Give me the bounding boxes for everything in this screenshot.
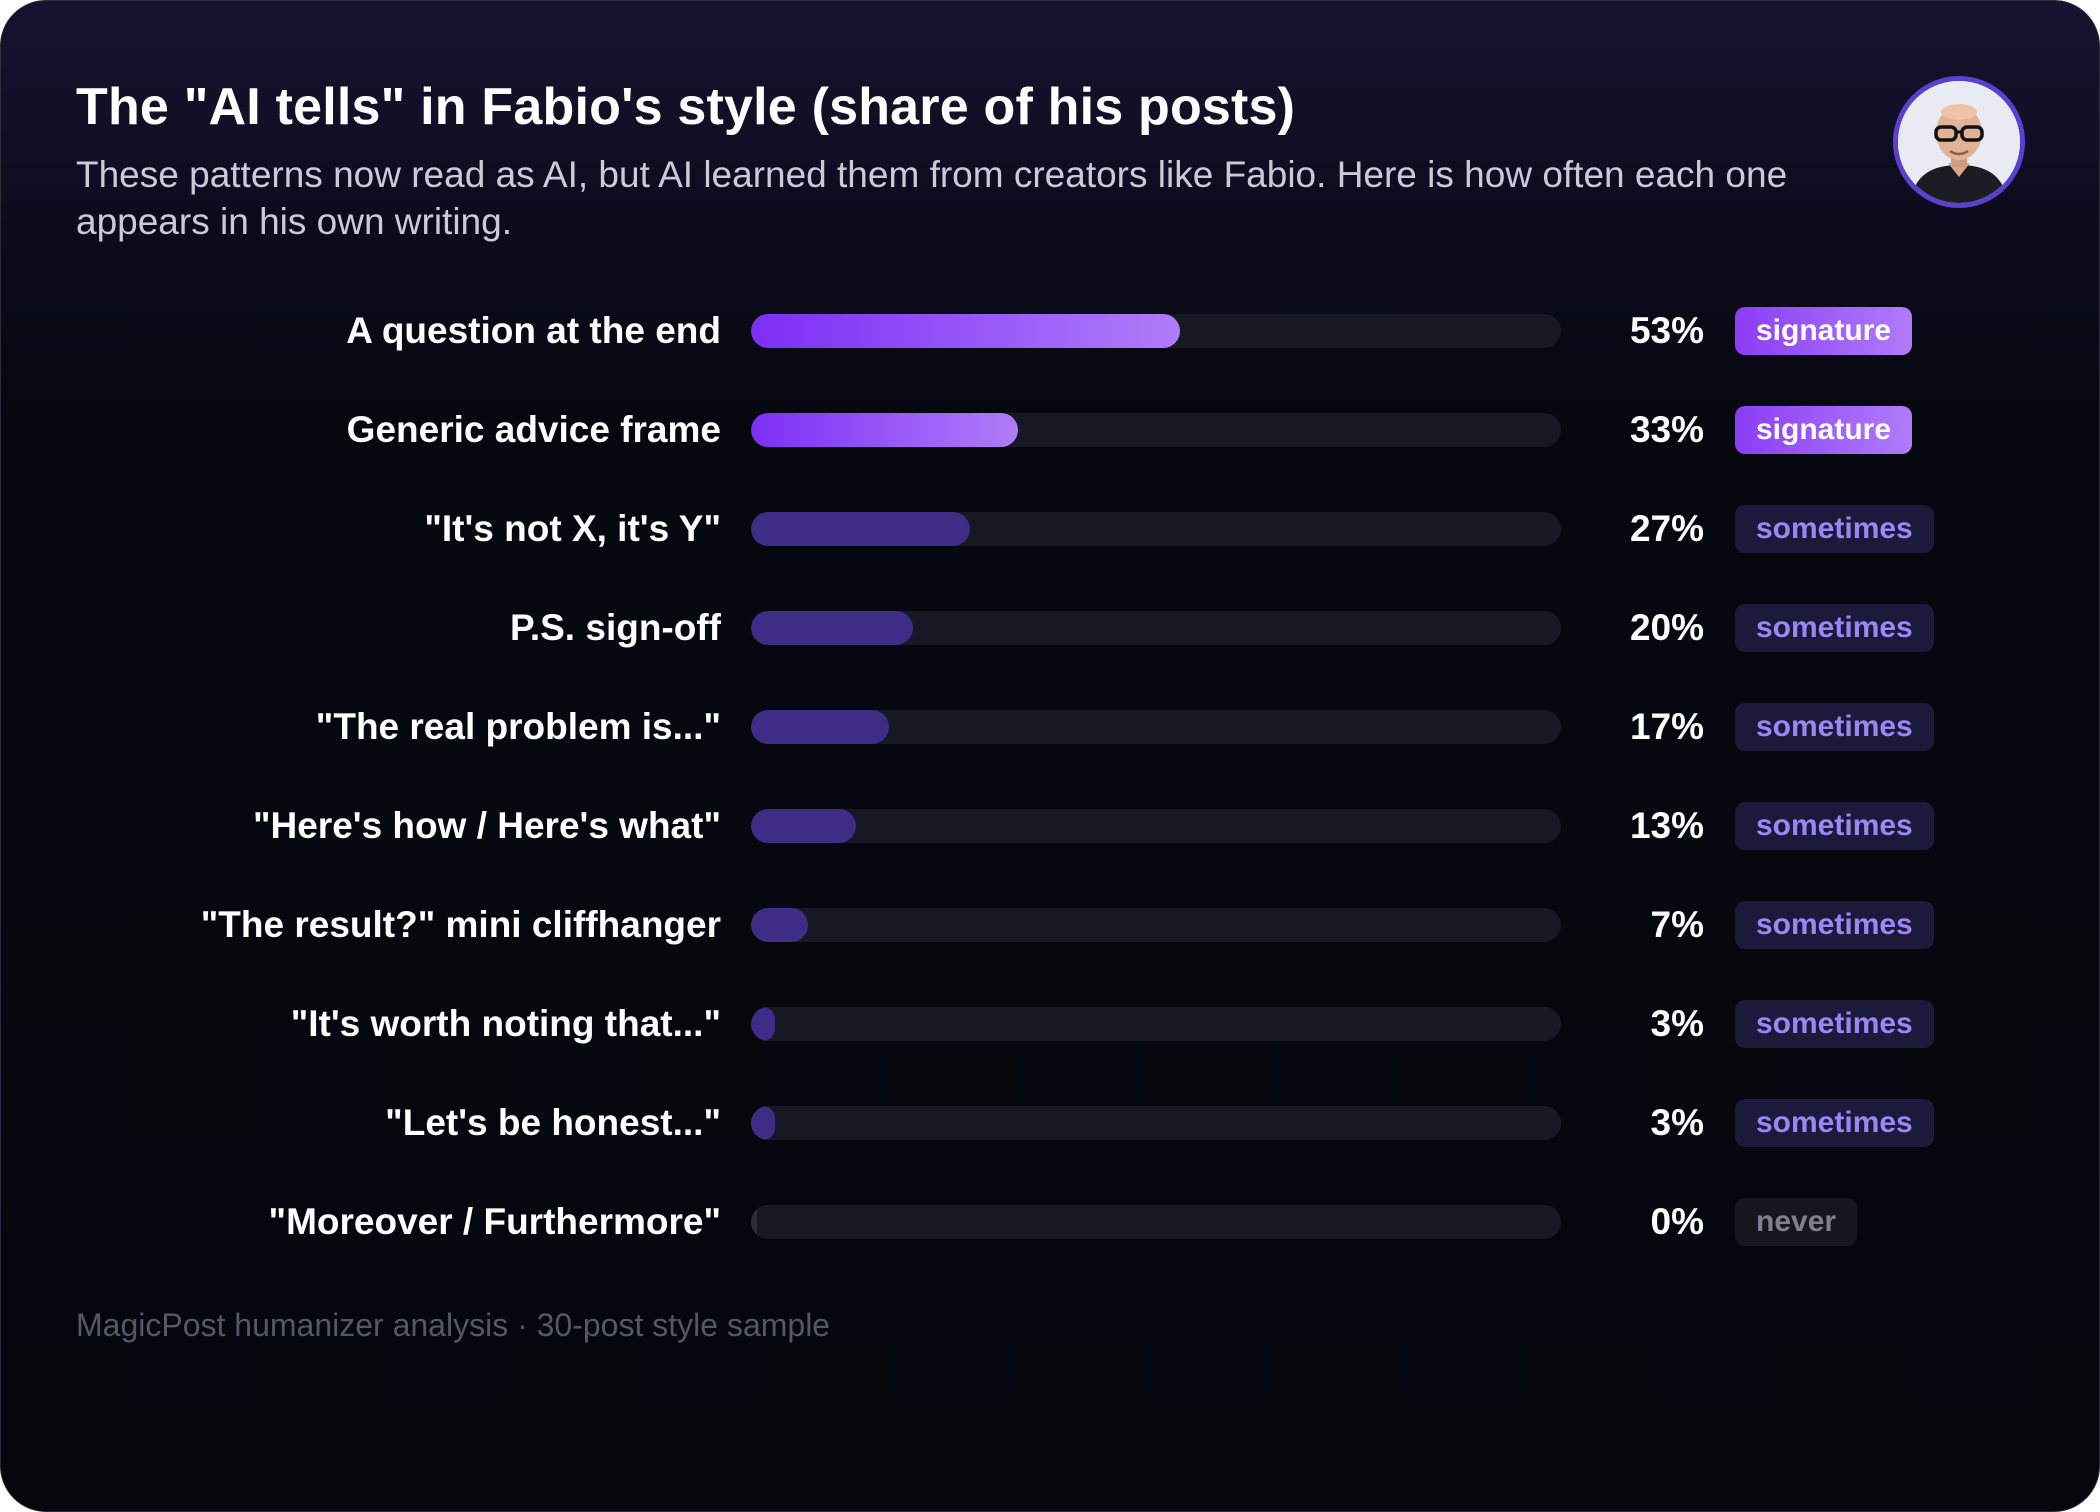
bar-track (751, 413, 1561, 447)
frequency-badge: sometimes (1735, 703, 1934, 751)
bar-track (751, 314, 1561, 348)
bar-row: A question at the end 53% signature (1, 299, 2099, 363)
bar-label: "Here's how / Here's what" (252, 805, 721, 846)
frequency-badge: sometimes (1735, 1099, 1934, 1147)
bar-fill (751, 809, 856, 843)
bar-track (751, 1205, 1561, 1239)
bar-label: A question at the end (346, 310, 721, 351)
bar-label: "It's worth noting that..." (290, 1003, 721, 1044)
bar-track (751, 1007, 1561, 1041)
bar-fill (751, 1007, 775, 1041)
frequency-badge: signature (1735, 307, 1913, 355)
bar-row: "It's worth noting that..." 3% sometimes (1, 992, 2099, 1056)
frequency-badge: sometimes (1735, 505, 1934, 553)
bar-fill (751, 1106, 775, 1140)
bar-value-label: 53% (1629, 310, 1704, 351)
bar-row: "The real problem is..." 17% sometimes (1, 695, 2099, 759)
bar-label: "Moreover / Furthermore" (268, 1201, 721, 1242)
bar-row: P.S. sign-off 20% sometimes (1, 596, 2099, 660)
bar-label: "The result?" mini cliffhanger (200, 904, 721, 945)
bar-fill (751, 314, 1180, 348)
bar-track (751, 809, 1561, 843)
avatar-image (1898, 81, 2020, 203)
bar-fill (751, 611, 913, 645)
bar-value-label: 0% (1650, 1201, 1704, 1242)
bar-label: P.S. sign-off (509, 607, 721, 648)
bar-fill (751, 710, 889, 744)
bar-label: "The real problem is..." (315, 706, 721, 747)
bar-row: "It's not X, it's Y" 27% sometimes (1, 497, 2099, 561)
bar-value-label: 3% (1650, 1102, 1704, 1143)
bar-track (751, 1106, 1561, 1140)
bar-value-label: 33% (1629, 409, 1704, 450)
bar-row: "The result?" mini cliffhanger 7% sometime… (1, 893, 2099, 957)
bar-value-label: 13% (1629, 805, 1704, 846)
bar-chart: A question at the end 53% signature Generic… (1, 1, 2099, 1301)
bar-row: "Here's how / Here's what" 13% sometimes (1, 794, 2099, 858)
bar-value-label: 7% (1650, 904, 1704, 945)
bar-label: "It's not X, it's Y" (424, 508, 721, 549)
chart-title: The "AI tells" in Fabio's style (share o… (76, 78, 1296, 136)
bar-row: "Let's be honest..." 3% sometimes (1, 1091, 2099, 1155)
bar-label: "Let's be honest..." (385, 1102, 721, 1143)
bar-value-label: 17% (1629, 706, 1704, 747)
bar-track (751, 908, 1561, 942)
bar-fill (751, 413, 1018, 447)
bar-row: Generic advice frame 33% signature (1, 398, 2099, 462)
frequency-badge: sometimes (1735, 1000, 1934, 1048)
bar-value-label: 3% (1650, 1003, 1704, 1044)
bar-value-label: 20% (1629, 607, 1704, 648)
frequency-badge: sometimes (1735, 901, 1934, 949)
source-footnote: MagicPost humanizer analysis · 30-post s… (76, 1307, 831, 1343)
frequency-badge: never (1735, 1198, 1858, 1246)
bar-track (751, 512, 1561, 546)
frequency-badge: signature (1735, 406, 1913, 454)
bar-value-label: 27% (1629, 508, 1704, 549)
bar-fill (751, 908, 808, 942)
bar-label: Generic advice frame (346, 409, 721, 450)
chart-subtitle: These patterns now read as AI, but AI le… (76, 154, 1788, 242)
frequency-badge: sometimes (1735, 604, 1934, 652)
person-portrait-icon (1893, 76, 2025, 208)
bar-fill (751, 1205, 757, 1239)
bar-fill (751, 512, 970, 546)
bar-row: "Moreover / Furthermore" 0% never (1, 1190, 2099, 1254)
bar-track (751, 611, 1561, 645)
bar-track (751, 710, 1561, 744)
frequency-badge: sometimes (1735, 802, 1934, 850)
